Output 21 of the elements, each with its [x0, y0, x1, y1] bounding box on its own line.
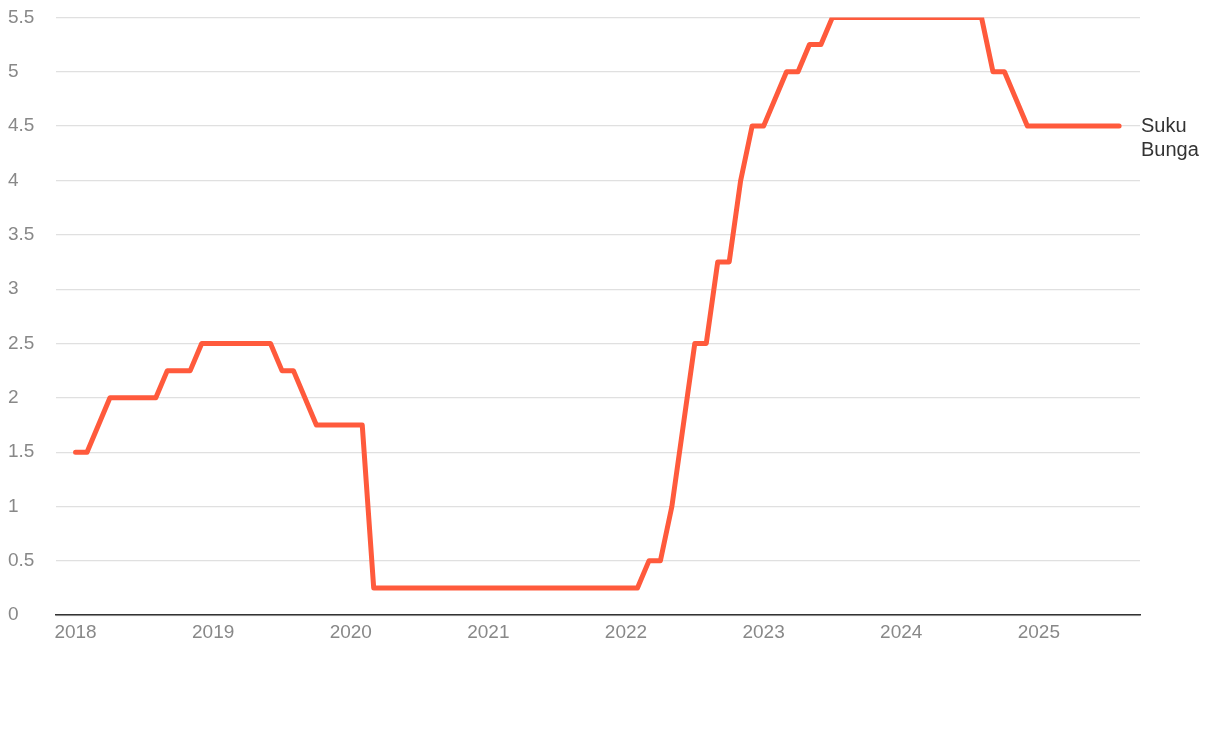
y-tick-label: 2: [8, 386, 19, 408]
y-tick-label: 3.5: [8, 223, 35, 245]
y-tick-label: 1.5: [8, 440, 35, 462]
x-tick-label: 2019: [192, 620, 235, 642]
y-tick-label: 5: [8, 59, 19, 81]
x-tick-label: 2023: [742, 620, 785, 642]
y-tick-label: 4: [8, 168, 19, 190]
y-tick-label: 0.5: [8, 549, 35, 571]
y-tick-label: 5.5: [8, 5, 35, 27]
y-tick-label: 4.5: [8, 114, 35, 136]
x-tick-label: 2024: [880, 620, 923, 642]
y-tick-label: 3: [8, 277, 19, 299]
x-tick-label: 2018: [54, 620, 97, 642]
x-tick-label: 2022: [604, 620, 648, 642]
x-tick-label: 2020: [329, 620, 372, 642]
y-tick-label: 0: [8, 603, 19, 625]
y-tick-label: 2.5: [8, 331, 35, 353]
x-tick-label: 2025: [1017, 620, 1060, 642]
x-tick-label: 2021: [467, 620, 510, 642]
series-label: Suku Bunga: [1141, 113, 1200, 160]
y-tick-label: 1: [8, 494, 19, 516]
